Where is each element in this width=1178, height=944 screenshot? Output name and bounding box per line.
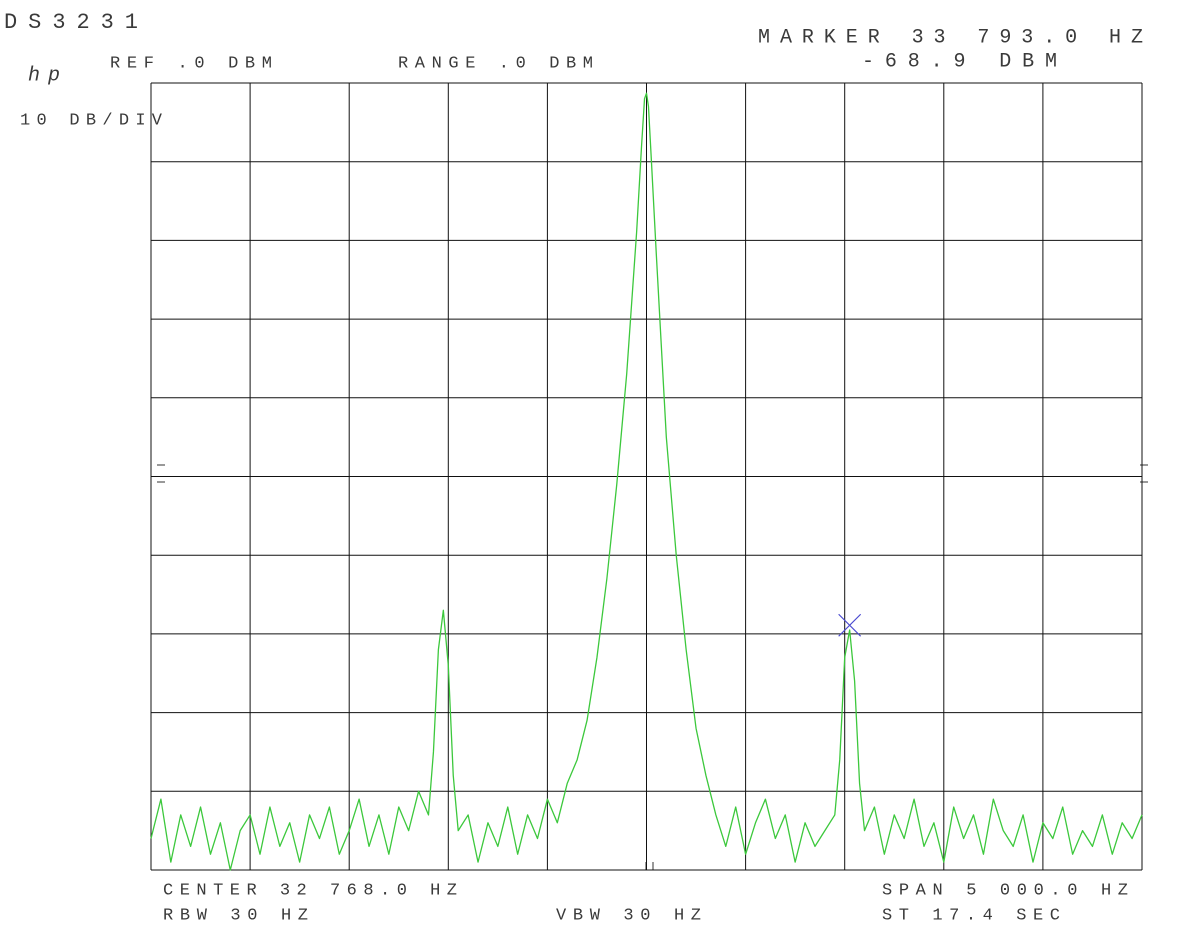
scale: 10 DB/DIV	[20, 111, 163, 130]
center-frequency: CENTER 32 768.0 HZ	[163, 881, 457, 900]
span: SPAN 5 000.0 HZ	[882, 881, 1128, 900]
logo: hp	[28, 64, 60, 87]
side-ticks	[157, 464, 1148, 870]
marker-value: -68.9 DBM	[862, 50, 1057, 73]
ref-level: REF .0 DBM	[110, 54, 272, 73]
sweep-time: ST 17.4 SEC	[882, 906, 1060, 925]
rbw: RBW 30 HZ	[163, 906, 308, 925]
marker-label: MARKER 33 793.0 HZ	[758, 26, 1143, 49]
marker-cross	[838, 613, 862, 637]
trace	[150, 92, 1143, 871]
brand: DS3231	[4, 10, 138, 35]
range: RANGE .0 DBM	[398, 54, 593, 73]
vbw: VBW 30 HZ	[556, 906, 701, 925]
